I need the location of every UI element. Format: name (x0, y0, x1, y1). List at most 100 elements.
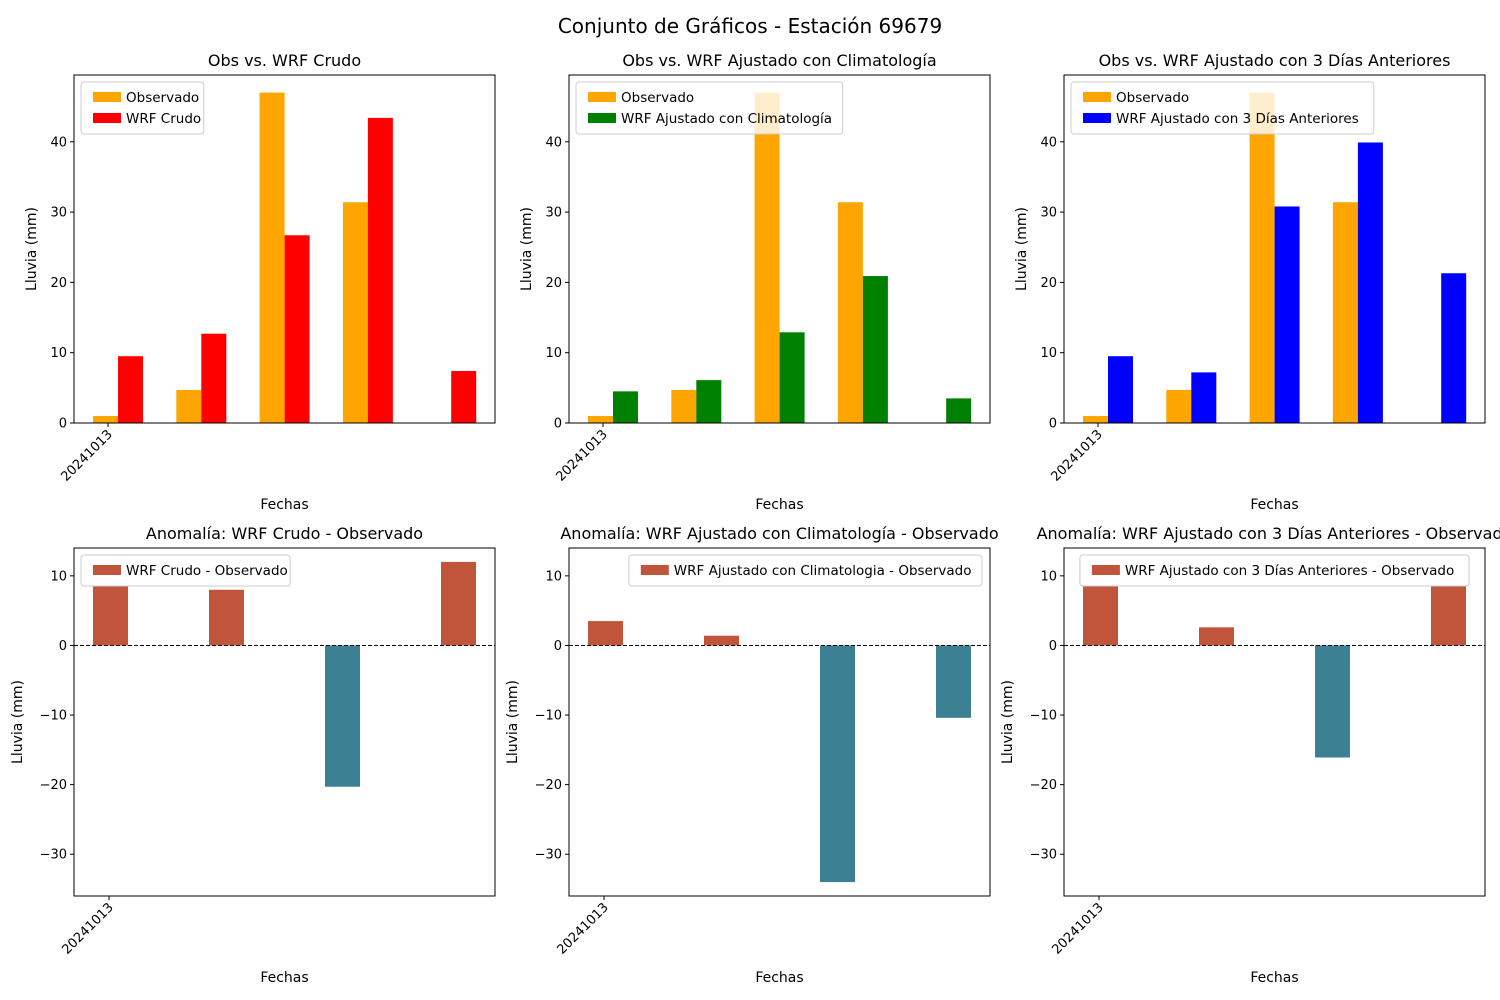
legend: Observado WRF Crudo (80, 81, 205, 135)
x-tick-label: 20241013 (554, 900, 611, 957)
legend: Observado WRF Ajustado con Climatología (575, 81, 844, 135)
legend-label: Observado (126, 90, 199, 106)
bar-observado-4 (837, 202, 863, 423)
bar-wrf-ajustado-con-climatolog-a-5 (946, 398, 972, 423)
legend-box (575, 81, 844, 135)
legend-swatch (1083, 113, 1111, 123)
bar-observado-3 (754, 92, 780, 424)
y-tick-label: 40 (1040, 135, 1057, 150)
x-tick-label: 20241013 (1048, 427, 1105, 484)
y-tick-label: 20 (545, 276, 562, 291)
legend-swatch (1083, 92, 1111, 102)
bar-wrf-crudo-1 (118, 356, 143, 423)
bar-observado-1 (588, 415, 613, 423)
subplot-title: Anomalía: WRF Crudo - Observado (146, 524, 423, 543)
figure-title: Conjunto de Gráficos - Estación 69679 (557, 14, 943, 38)
y-tick-label: 0 (554, 639, 562, 654)
x-axis-label: Fechas (1250, 970, 1298, 986)
bar-wrf-ajustado-con-climatolog-a-4 (862, 276, 888, 423)
x-axis-label: Fechas (755, 497, 803, 513)
bar-wrf-ajustado-con-3-d-as-anteriores-1 (1108, 356, 1133, 423)
y-tick-label: −10 (535, 709, 562, 724)
x-axis-label: Fechas (1250, 497, 1298, 513)
bar-observado-1 (1083, 415, 1108, 423)
axes-frame (568, 74, 991, 424)
subplot-2: 0 10 20 30 40 20241013 Fechas Lluvia (mm) Obs vs… (519, 51, 991, 513)
anomaly-bar-3 (820, 645, 855, 883)
y-tick-label: −30 (535, 848, 562, 863)
y-tick-label: 0 (59, 639, 67, 654)
y-tick-label: 10 (50, 346, 67, 361)
legend-label: WRF Ajustado con Climatología (621, 111, 832, 127)
y-tick-label: 0 (1049, 639, 1057, 654)
bar-wrf-crudo-2 (201, 333, 227, 423)
subplot-title: Obs vs. WRF Ajustado con Climatología (622, 51, 936, 70)
subplot-title: Obs vs. WRF Ajustado con 3 Días Anterior… (1099, 51, 1451, 70)
anomaly-bar-2 (1199, 627, 1234, 646)
bar-observado-2 (671, 389, 697, 423)
legend-label: WRF Ajustado con 3 Días Anteriores - Obs… (1125, 563, 1454, 579)
legend-swatch (93, 565, 121, 575)
legend-swatch (93, 113, 121, 123)
axes-background (74, 548, 495, 896)
subplot-6: −30 −20 −10 0 10 20241013 Fechas Lluvia (mm) Ano… (1000, 524, 1500, 986)
bar-wrf-ajustado-con-3-d-as-anteriores-5 (1441, 273, 1467, 423)
bar-observado-2 (1166, 389, 1192, 423)
legend-label: WRF Ajustado con 3 Días Anteriores (1116, 111, 1359, 127)
legend-swatch (1091, 565, 1120, 575)
legend: WRF Ajustado con 3 Días Anteriores - Obs… (1079, 554, 1470, 587)
y-tick-label: 20 (50, 276, 67, 291)
legend-label: WRF Crudo - Observado (126, 563, 288, 579)
axes-frame (568, 547, 991, 897)
y-tick-label: −10 (40, 709, 67, 724)
y-axis-label: Lluvia (mm) (505, 680, 521, 764)
bar-observado-1 (93, 415, 118, 423)
legend-label: WRF Ajustado con Climatologia - Observad… (674, 563, 972, 579)
bar-wrf-crudo-3 (284, 235, 310, 423)
legend-swatch (588, 113, 616, 123)
legend-box (1079, 554, 1470, 587)
y-tick-label: −20 (535, 778, 562, 793)
bar-wrf-ajustado-con-3-d-as-anteriores-2 (1191, 372, 1217, 423)
y-tick-label: 40 (545, 135, 562, 150)
y-tick-label: 10 (1040, 569, 1057, 584)
y-tick-label: 0 (554, 417, 562, 432)
x-tick-label: 20241013 (59, 900, 116, 957)
bar-wrf-ajustado-con-climatolog-a-3 (779, 332, 805, 423)
y-tick-label: 10 (545, 569, 562, 584)
legend-swatch (640, 565, 669, 575)
axes-frame (1063, 547, 1486, 897)
bar-observado-4 (342, 202, 368, 423)
bar-wrf-ajustado-con-3-d-as-anteriores-4 (1357, 142, 1383, 423)
x-axis-label: Fechas (260, 497, 308, 513)
bar-wrf-ajustado-con-climatolog-a-1 (613, 391, 638, 423)
anomaly-bar-1 (1083, 586, 1118, 646)
y-tick-label: −30 (1030, 848, 1057, 863)
anomaly-bar-4 (441, 561, 476, 646)
anomaly-bar-3 (1315, 645, 1350, 758)
y-tick-label: 40 (50, 135, 67, 150)
y-tick-label: 10 (1040, 346, 1057, 361)
anomaly-bar-2 (704, 635, 739, 646)
legend-label: Observado (1116, 90, 1189, 106)
bar-wrf-crudo-4 (367, 117, 393, 423)
legend-box (1070, 81, 1375, 135)
x-tick-label: 20241013 (1049, 900, 1106, 957)
axes-frame (73, 547, 496, 897)
legend: WRF Crudo - Observado (80, 554, 291, 587)
legend-label: Observado (621, 90, 694, 106)
anomaly-bar-1 (588, 621, 623, 646)
y-tick-label: −30 (40, 848, 67, 863)
subplot-title: Anomalía: WRF Ajustado con 3 Días Anteri… (1037, 524, 1500, 543)
subplot-5: −30 −20 −10 0 10 20241013 Fechas Lluvia (mm) Ano… (505, 524, 999, 986)
anomaly-bar-4 (936, 645, 971, 718)
bar-wrf-crudo-5 (451, 370, 477, 423)
x-axis-label: Fechas (755, 970, 803, 986)
legend-swatch (588, 92, 616, 102)
subplot-3: 0 10 20 30 40 20241013 Fechas Lluvia (mm) Obs vs… (1014, 51, 1486, 513)
legend-box (628, 554, 983, 587)
y-tick-label: −20 (1030, 778, 1057, 793)
legend-swatch (93, 92, 121, 102)
anomaly-bar-2 (209, 589, 244, 646)
